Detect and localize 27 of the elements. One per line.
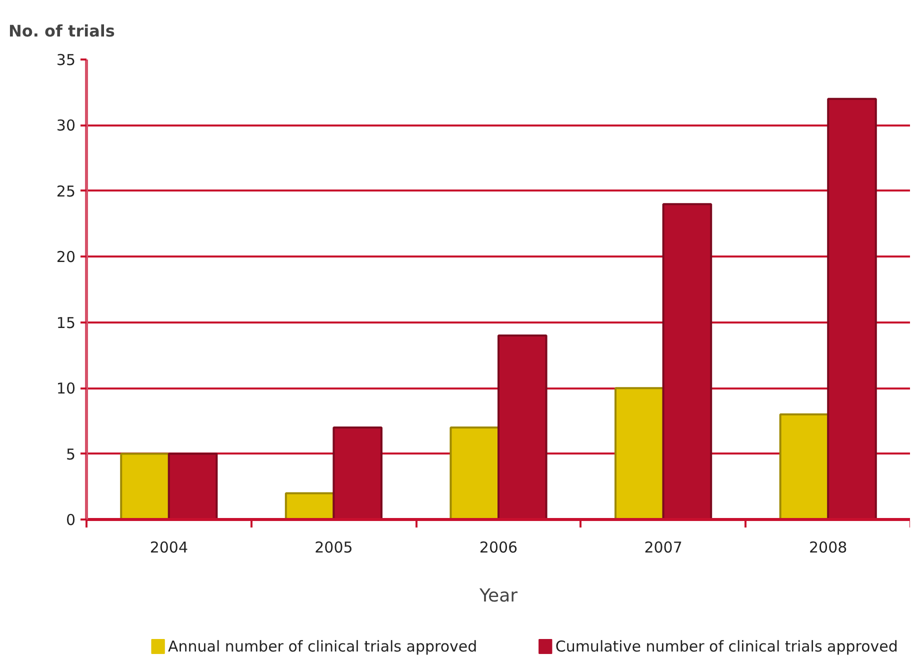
bar — [332, 426, 382, 520]
y-tick-label: 25 — [56, 182, 76, 200]
x-tick-label: 2006 — [479, 538, 518, 556]
x-tick-label: 2005 — [314, 538, 353, 556]
legend-label: Cumulative number of clinical trials approved — [555, 638, 898, 655]
bar — [284, 492, 335, 520]
bar — [168, 452, 218, 520]
x-tick-label: 2007 — [644, 538, 682, 556]
legend-label: Annual number of clinical trials approved — [168, 638, 478, 655]
bar — [827, 98, 877, 520]
y-tick-label: 20 — [56, 248, 76, 266]
bar — [662, 203, 712, 520]
bar — [614, 387, 664, 520]
bar — [120, 452, 170, 520]
bar — [450, 426, 500, 520]
bar — [779, 413, 830, 520]
y-tick-label: 15 — [56, 314, 76, 332]
y-tick-label: 35 — [56, 51, 76, 69]
x-axis-title: Year — [478, 586, 518, 606]
y-tick-label: 10 — [56, 380, 76, 398]
y-axis-title: No. of trials — [8, 22, 115, 40]
y-tick-label: 5 — [66, 445, 76, 464]
x-tick-label: 2008 — [809, 538, 848, 556]
y-tick-label: 30 — [56, 116, 76, 135]
bar — [498, 334, 548, 520]
y-tick-label: 0 — [66, 511, 76, 529]
x-tick-label: 2004 — [150, 538, 188, 556]
